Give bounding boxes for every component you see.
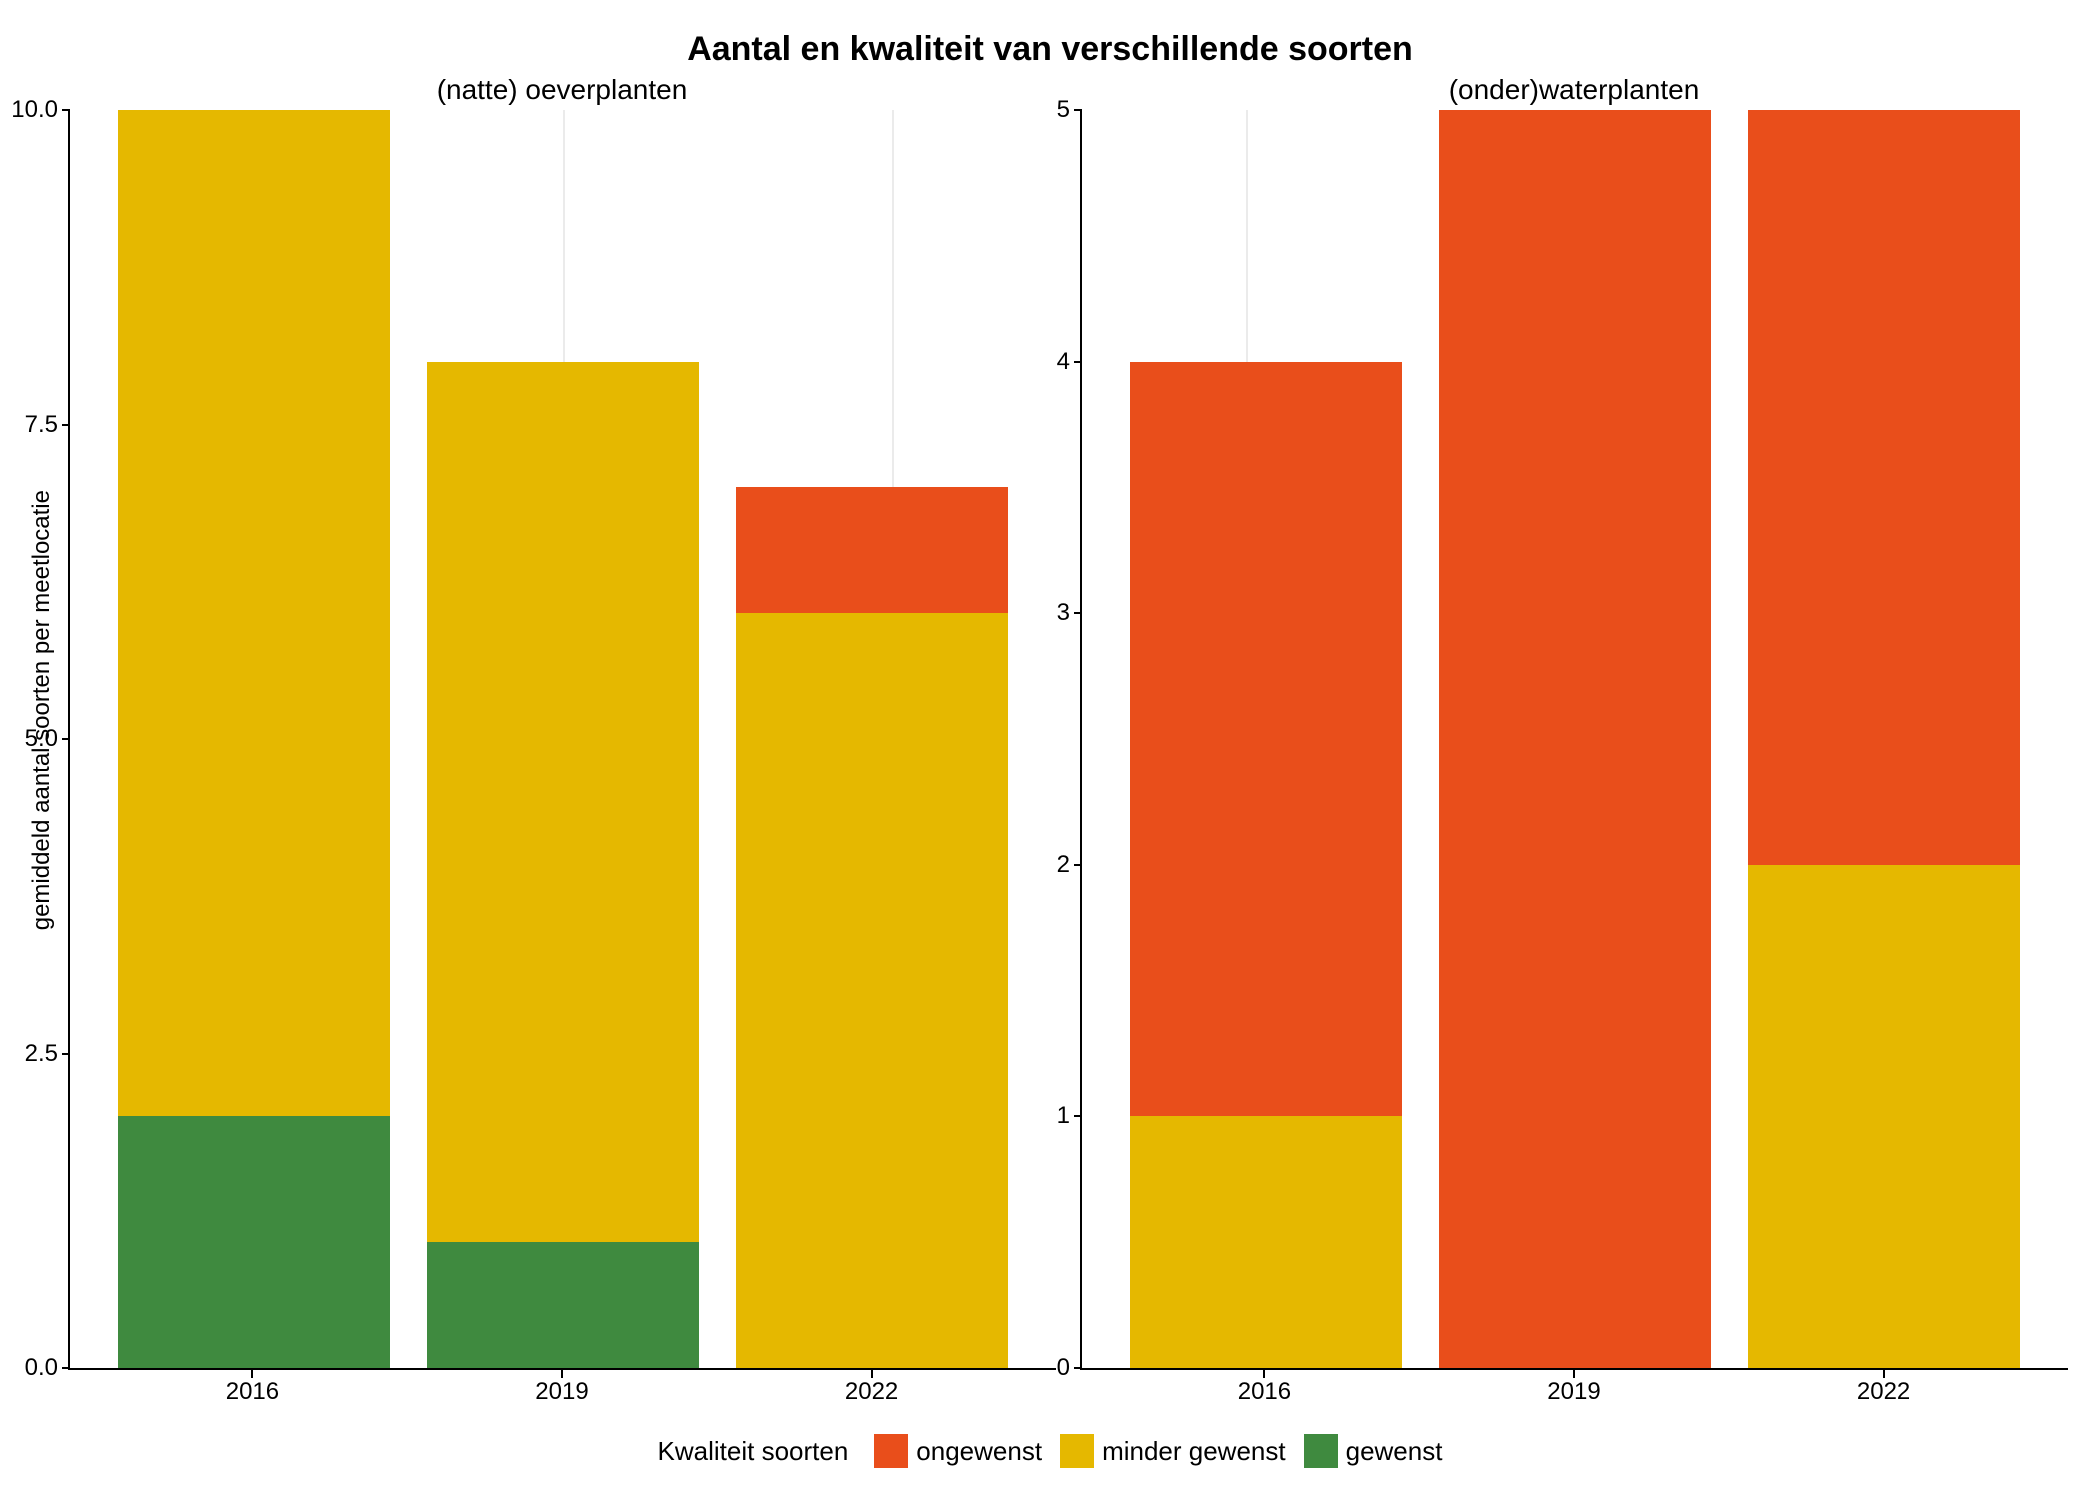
- legend-label: ongewenst: [916, 1436, 1042, 1467]
- y-tick-label: 3: [1057, 599, 1070, 627]
- panel-title: (natte) oeverplanten: [68, 74, 1056, 106]
- legend-swatch-gewenst: [1304, 1434, 1338, 1468]
- stacked-bar: [1748, 110, 2020, 1368]
- panel-oeverplanten: (natte) oeverplanten 0.02.55.07.510.0 20…: [68, 74, 1056, 1406]
- bar-slot: [1421, 110, 1730, 1368]
- bar-slot: [717, 110, 1026, 1368]
- bar-slot: [1112, 110, 1421, 1368]
- panel-title: (onder)waterplanten: [1080, 74, 2068, 106]
- legend-label: minder gewenst: [1102, 1436, 1286, 1467]
- y-tick-mark: [1074, 864, 1082, 866]
- y-tick-mark: [62, 1053, 70, 1055]
- bar-segment-minder_gewenst: [1748, 865, 2020, 1368]
- legend-label: gewenst: [1346, 1436, 1443, 1467]
- bar-segment-gewenst: [427, 1242, 699, 1368]
- y-tick-mark: [1074, 1367, 1082, 1369]
- bar-slot: [409, 110, 718, 1368]
- x-tick-mark: [1883, 1370, 1885, 1378]
- x-tick-label: 2016: [1110, 1378, 1420, 1406]
- x-tick-label: 2019: [407, 1378, 717, 1406]
- legend-item-ongewenst: ongewenst: [874, 1434, 1042, 1468]
- y-tick-mark: [62, 738, 70, 740]
- x-tick-label: 2019: [1419, 1378, 1729, 1406]
- bar-segment-ongewenst: [1439, 110, 1711, 1368]
- panels-row: gemiddeld aantal soorten per meetlocatie…: [20, 74, 2080, 1406]
- x-tick-text: 2019: [535, 1378, 588, 1405]
- chart-container: Aantal en kwaliteit van verschillende so…: [20, 20, 2080, 1480]
- x-tick-mark: [251, 1370, 253, 1378]
- bars-left: [70, 110, 1056, 1368]
- y-axis-label: gemiddeld aantal soorten per meetlocatie: [20, 490, 56, 930]
- y-tick-label: 5.0: [25, 725, 58, 753]
- bar-segment-ongewenst: [1748, 110, 2020, 865]
- y-tick-mark: [62, 109, 70, 111]
- bar-slot: [100, 110, 409, 1368]
- legend-item-gewenst: gewenst: [1304, 1434, 1443, 1468]
- x-tick-mark: [1263, 1370, 1265, 1378]
- x-tick-mark: [1573, 1370, 1575, 1378]
- bar-segment-ongewenst: [736, 487, 1008, 613]
- x-tick-text: 2019: [1547, 1378, 1600, 1405]
- y-tick-mark: [1074, 109, 1082, 111]
- y-tick-label: 1: [1057, 1102, 1070, 1130]
- stacked-bar: [1439, 110, 1711, 1368]
- bar-segment-minder_gewenst: [427, 362, 699, 1243]
- y-tick-mark: [1074, 361, 1082, 363]
- y-tick-label: 2.5: [25, 1040, 58, 1068]
- plot-area-right: 012345: [1080, 110, 2068, 1370]
- bar-segment-ongewenst: [1130, 362, 1402, 1117]
- y-tick-label: 10.0: [11, 96, 58, 124]
- x-ticks-left: 2016 2019 2022: [68, 1370, 1056, 1406]
- y-tick-label: 5: [1057, 96, 1070, 124]
- y-tick-label: 4: [1057, 348, 1070, 376]
- bars-right: [1082, 110, 2068, 1368]
- x-tick-text: 2022: [845, 1378, 898, 1405]
- y-tick-label: 0: [1057, 1354, 1070, 1382]
- y-tick-label: 0.0: [25, 1354, 58, 1382]
- y-tick-mark: [62, 1367, 70, 1369]
- y-tick-mark: [1074, 612, 1082, 614]
- y-tick-label: 2: [1057, 851, 1070, 879]
- legend: Kwaliteit soorten ongewenst minder gewens…: [20, 1406, 2080, 1480]
- x-tick-mark: [561, 1370, 563, 1378]
- x-tick-text: 2022: [1857, 1378, 1910, 1405]
- bar-slot: [1729, 110, 2038, 1368]
- legend-swatch-minder_gewenst: [1060, 1434, 1094, 1468]
- stacked-bar: [1130, 362, 1402, 1368]
- panel-waterplanten: (onder)waterplanten 012345 2016 2019 2022: [1080, 74, 2068, 1406]
- y-tick-label: 7.5: [25, 411, 58, 439]
- stacked-bar: [118, 110, 390, 1368]
- bar-segment-minder_gewenst: [1130, 1116, 1402, 1368]
- x-tick-text: 2016: [226, 1378, 279, 1405]
- x-tick-label: 2016: [98, 1378, 408, 1406]
- plot-area-left: 0.02.55.07.510.0: [68, 110, 1056, 1370]
- x-tick-label: 2022: [717, 1378, 1027, 1406]
- x-ticks-right: 2016 2019 2022: [1080, 1370, 2068, 1406]
- y-tick-mark: [1074, 1115, 1082, 1117]
- y-tick-mark: [62, 424, 70, 426]
- legend-swatch-ongewenst: [874, 1434, 908, 1468]
- bar-segment-minder_gewenst: [736, 613, 1008, 1368]
- stacked-bar: [427, 362, 699, 1368]
- x-tick-label: 2022: [1729, 1378, 2039, 1406]
- stacked-bar: [736, 487, 1008, 1368]
- x-tick-text: 2016: [1238, 1378, 1291, 1405]
- x-tick-mark: [871, 1370, 873, 1378]
- bar-segment-gewenst: [118, 1116, 390, 1368]
- legend-title: Kwaliteit soorten: [658, 1436, 849, 1467]
- bar-segment-minder_gewenst: [118, 110, 390, 1116]
- legend-item-minder_gewenst: minder gewenst: [1060, 1434, 1286, 1468]
- chart-main-title: Aantal en kwaliteit van verschillende so…: [20, 30, 2080, 69]
